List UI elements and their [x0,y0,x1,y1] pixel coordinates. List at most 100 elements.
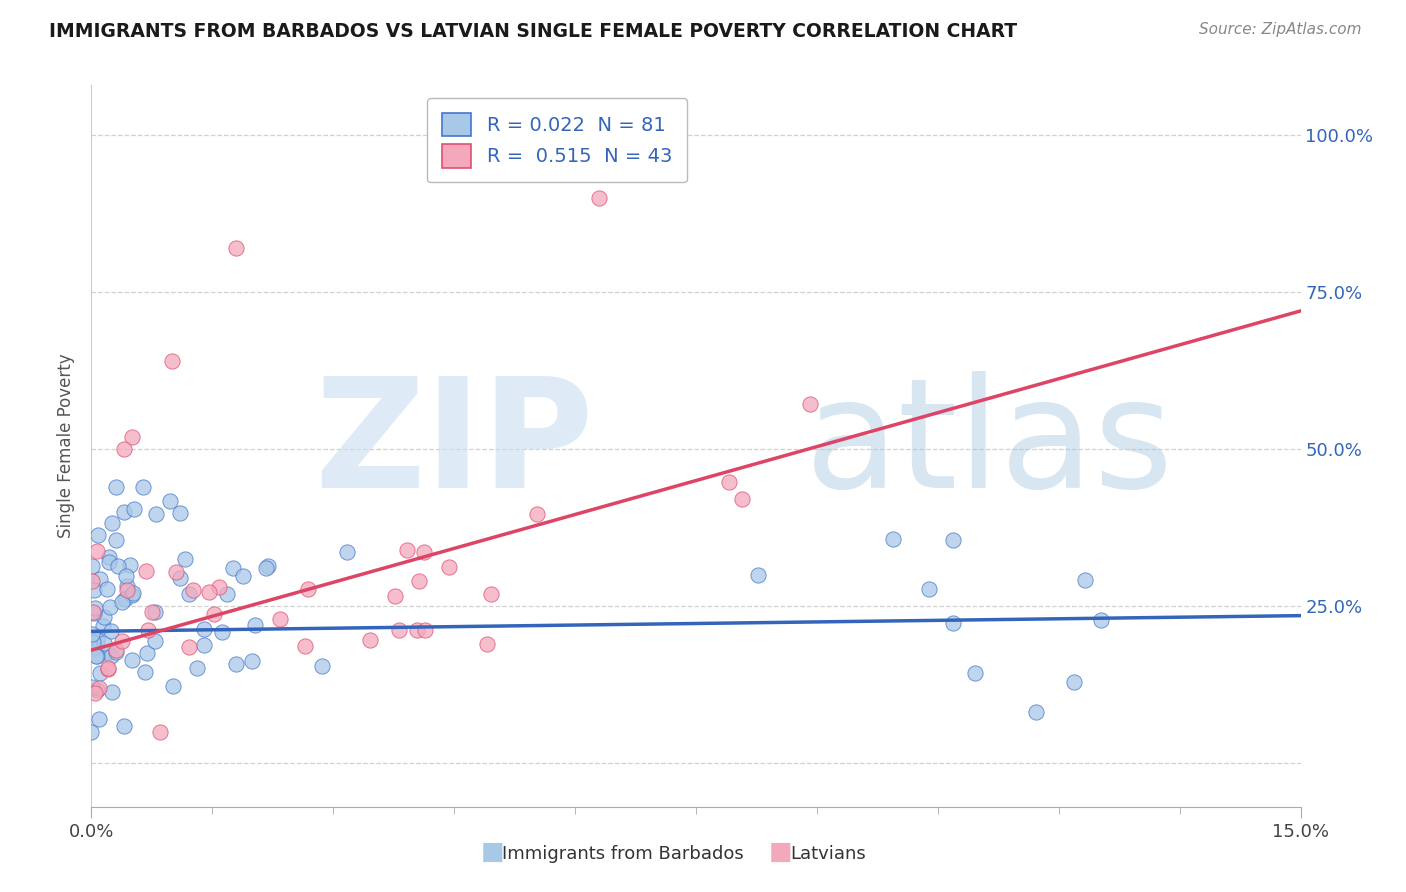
Point [177,587,200,601]
Point [225,657,247,672]
Point [86,544,108,558]
Point [111,594,134,608]
Point [207,581,229,595]
Point [799,397,821,411]
Point [918,582,941,596]
Point [135,564,157,578]
Point [159,494,181,508]
Point [96,662,118,676]
Point [104,643,127,657]
Point [101,516,124,530]
Point [186,661,208,675]
Point [1063,675,1085,690]
Point [232,569,254,583]
Point [942,533,965,547]
Point [135,646,157,660]
Point [240,654,263,668]
Point [408,574,430,588]
Point [359,633,381,648]
Point [143,605,166,619]
Point [93,635,115,649]
Point [82,635,104,649]
Point [406,623,429,637]
Point [1090,614,1112,628]
Point [115,579,138,593]
Point [384,589,406,603]
Point [83,640,105,655]
Point [83,606,105,620]
Point [211,624,233,639]
Point [105,645,128,659]
Point [84,601,107,615]
Point [388,623,411,637]
Text: Source: ZipAtlas.com: Source: ZipAtlas.com [1198,22,1361,37]
Point [80,627,103,641]
Point [134,665,156,680]
Point [475,637,498,651]
Point [104,480,127,494]
Point [294,639,316,653]
Point [112,442,135,457]
Point [89,712,111,726]
Point [80,724,103,739]
Point [82,680,104,694]
Point [717,475,740,490]
Text: ■: ■ [481,839,503,863]
Point [143,634,166,648]
Point [100,649,122,664]
Point [413,545,436,559]
Point [731,491,754,506]
Point [965,665,987,680]
Legend: R = 0.022  N = 81, R =  0.515  N = 43: R = 0.022 N = 81, R = 0.515 N = 43 [427,98,686,183]
Point [91,619,114,633]
Point [100,685,122,699]
Point [132,480,155,494]
Point [86,633,108,648]
Point [97,645,120,659]
Point [83,582,105,597]
Point [415,623,437,637]
Point [1074,574,1097,588]
Point [87,527,110,541]
Point [336,545,359,559]
Point [149,724,172,739]
Point [198,584,221,599]
Point [120,558,142,573]
Text: Immigrants from Barbados: Immigrants from Barbados [502,846,744,863]
Point [145,508,167,522]
Point [122,585,145,599]
Point [311,659,333,673]
Point [747,568,769,582]
Point [222,561,245,575]
Point [112,505,135,519]
Point [115,582,138,597]
Point [202,607,225,622]
Point [165,565,187,579]
Point [396,543,419,558]
Point [169,571,191,585]
Point [437,559,460,574]
Point [121,588,143,602]
Point [941,615,963,630]
Point [114,569,136,583]
Text: ZIP: ZIP [314,371,593,521]
Point [98,600,121,615]
Point [882,533,904,547]
Point [121,653,143,667]
Point [82,605,104,619]
Point [96,582,118,596]
Point [100,624,122,639]
Text: Latvians: Latvians [790,846,866,863]
Point [112,718,135,732]
Point [98,555,121,569]
Point [98,550,121,565]
Text: ■: ■ [769,839,792,863]
Point [257,558,280,573]
Point [84,648,107,663]
Point [169,506,191,520]
Point [93,610,115,624]
Point [86,682,108,697]
Point [80,559,103,574]
Point [162,679,184,693]
Point [269,612,291,626]
